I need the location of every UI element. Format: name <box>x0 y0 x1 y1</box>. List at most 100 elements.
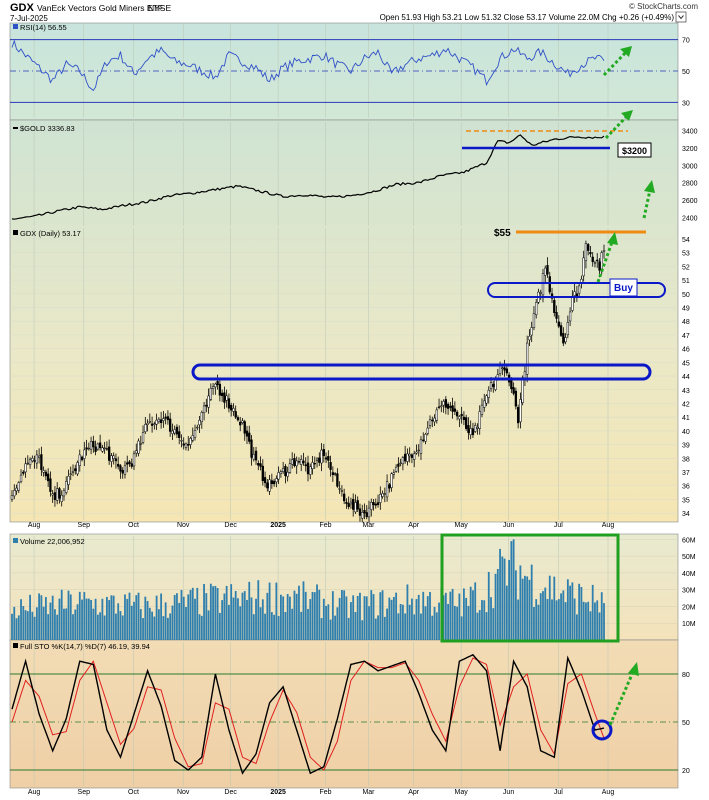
gdx-candle <box>349 497 353 509</box>
gdx-candle <box>56 482 59 505</box>
gdx-candle-body <box>220 392 224 397</box>
gdx-candle-body <box>501 367 504 369</box>
gdx-candle-body <box>15 487 18 492</box>
gdx-candle-body <box>514 390 518 407</box>
volume-bar <box>569 585 572 640</box>
volume-bar <box>311 591 314 640</box>
gdx-candle <box>187 436 190 451</box>
gdx-candle-body <box>164 416 167 419</box>
gdx-candle-body <box>65 481 68 493</box>
volume-bar <box>121 615 124 640</box>
gdx-candle <box>300 455 303 472</box>
volume-bar <box>433 606 436 640</box>
volume-bar <box>160 593 163 640</box>
gdx-candle-body <box>293 458 296 466</box>
gdx-candle <box>266 479 269 492</box>
gdx-candle-body <box>225 395 228 401</box>
gdx-candle <box>110 452 113 468</box>
volume-bar <box>429 591 431 640</box>
volume-bar <box>338 597 341 640</box>
gdx-candle <box>31 455 34 463</box>
gdx-candle-body <box>19 474 23 482</box>
gdx-candle <box>130 458 133 469</box>
gdx-candle-body <box>155 419 158 425</box>
gold-arrowhead <box>621 110 633 121</box>
volume-tick-label: 30M <box>682 588 696 595</box>
gdx-candle-body <box>92 440 95 448</box>
gdx-candle-body <box>31 457 34 462</box>
rsi-title: RSI(14) 56.55 <box>13 23 67 32</box>
gdx-candle-body <box>440 405 443 407</box>
gdx-candle <box>293 453 296 468</box>
volume-bar <box>336 607 339 640</box>
gdx-candle-body <box>532 313 536 328</box>
gdx-candle <box>528 329 531 346</box>
stochastic-arrow <box>608 671 635 726</box>
gold-tick-label: 3400 <box>682 129 698 136</box>
volume-bar <box>101 598 104 640</box>
gdx-candle-body <box>422 439 425 441</box>
gdx-candle <box>394 464 398 473</box>
gdx-candle <box>587 243 590 256</box>
volume-highlight-box <box>440 533 620 643</box>
gdx-candle <box>512 382 515 396</box>
volume-bar <box>78 591 81 640</box>
gdx-candle <box>19 469 23 484</box>
month-tick-label: Mar <box>362 522 375 529</box>
volume-bar <box>33 616 36 640</box>
gdx-candle <box>535 298 538 319</box>
gdx-candle-body <box>544 267 547 276</box>
volume-bar <box>223 593 226 640</box>
gdx-candle <box>85 439 88 456</box>
gdx-candle <box>211 383 215 395</box>
gdx-candle-body <box>431 419 434 422</box>
month-tick-label: Aug <box>28 522 41 529</box>
volume-bar <box>40 595 43 640</box>
gdx-candle <box>139 435 142 451</box>
gold-title-text: $GOLD 3336.83 <box>20 124 75 133</box>
gdx-candle-body <box>435 409 438 421</box>
gdx-candle <box>98 434 102 451</box>
volume-bar <box>128 592 131 640</box>
gdx-candle-body <box>101 447 104 452</box>
gdx-candle-body <box>345 501 348 504</box>
volume-bar <box>289 596 291 640</box>
gdx-candle-body <box>40 454 43 471</box>
gdx-candle <box>566 315 569 339</box>
volume-bar <box>512 539 515 640</box>
volume-title: Volume 22,006,952 <box>13 537 85 546</box>
gdx-candle-body <box>433 417 436 423</box>
gdx-candle-body <box>257 463 260 466</box>
gold-tick-label: 2400 <box>682 215 698 222</box>
gdx-candle-body <box>349 501 353 505</box>
gdx-candle <box>250 434 253 466</box>
gdx-candle-body <box>263 477 267 484</box>
gdx-candle-body <box>413 453 416 460</box>
gdx-candle-body <box>146 422 149 425</box>
volume-bar <box>519 565 522 640</box>
volume-bar <box>309 599 312 640</box>
gdx-candle <box>209 383 212 402</box>
gdx-candle-body <box>329 462 332 470</box>
gdx-candle <box>424 432 427 445</box>
gdx-candle-body <box>483 400 486 408</box>
volume-bar <box>411 598 413 640</box>
gdx-candle <box>261 459 264 486</box>
gdx-tick-label: 46 <box>682 347 690 354</box>
gdx-candle-body <box>313 463 316 465</box>
volume-bar <box>49 602 52 640</box>
gdx-candle-body <box>295 460 298 467</box>
volume-bar <box>83 592 86 640</box>
gdx-candle <box>336 468 339 488</box>
volume-bar <box>404 613 407 640</box>
month-tick-label: Oct <box>128 522 139 529</box>
volume-bar <box>463 588 465 640</box>
gdx-candle-body <box>379 494 382 503</box>
settings-button[interactable] <box>675 11 687 23</box>
gdx-candle <box>101 444 104 453</box>
gdx-candle-body <box>60 494 63 502</box>
settings-button-box[interactable] <box>675 11 687 23</box>
gdx-candle-body <box>243 421 246 434</box>
month-tick-label: Nov <box>177 522 190 529</box>
volume-bar <box>585 602 587 640</box>
